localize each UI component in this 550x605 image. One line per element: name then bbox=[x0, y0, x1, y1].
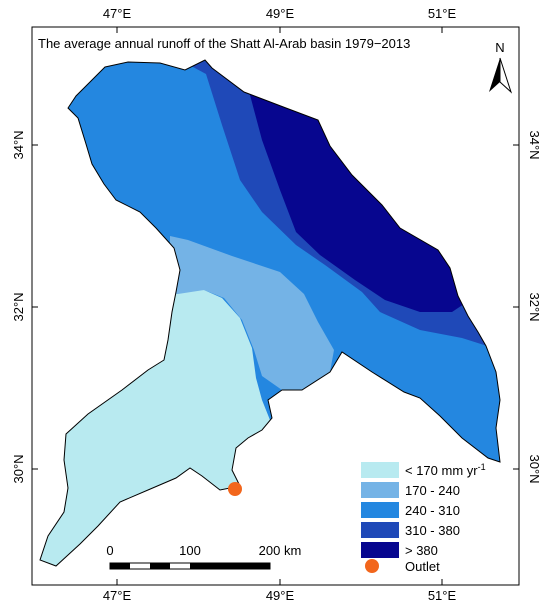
lon-label-bottom-2: 49°E bbox=[266, 588, 295, 603]
frame-ticks bbox=[32, 27, 519, 585]
legend-swatch-3 bbox=[361, 522, 399, 538]
basin-outline bbox=[39, 59, 501, 567]
lat-label-right-1: 34°N bbox=[527, 130, 542, 159]
north-label: N bbox=[495, 40, 504, 55]
lon-label-bottom-1: 47°E bbox=[103, 588, 132, 603]
map-title: The average annual runoff of the Shatt A… bbox=[38, 36, 410, 51]
lat-label-left-1: 34°N bbox=[11, 130, 26, 159]
legend-label-2: 240 - 310 bbox=[405, 503, 460, 518]
zone-170-240 bbox=[170, 236, 334, 390]
lat-label-left-3: 30°N bbox=[11, 454, 26, 483]
lon-label-top-3: 51°E bbox=[428, 6, 457, 21]
scale-label-0: 0 bbox=[106, 543, 113, 558]
legend-label-4: > 380 bbox=[405, 543, 438, 558]
lon-label-top-2: 49°E bbox=[266, 6, 295, 21]
legend-outlet-icon bbox=[365, 559, 379, 573]
legend-label-outlet: Outlet bbox=[405, 559, 440, 574]
legend-label-0-superscript: -1 bbox=[478, 462, 486, 472]
legend-swatch-4 bbox=[361, 542, 399, 558]
legend-label-1: 170 - 240 bbox=[405, 483, 460, 498]
legend: < 170 mm yr-1 170 - 240 240 - 310 310 - … bbox=[361, 462, 486, 574]
lat-label-right-2: 32°N bbox=[527, 292, 542, 321]
north-arrow-icon: N bbox=[489, 40, 513, 94]
legend-label-0: < 170 mm yr-1 bbox=[405, 462, 486, 478]
legend-swatch-0 bbox=[361, 462, 399, 478]
scale-label-100: 100 bbox=[179, 543, 201, 558]
legend-swatch-2 bbox=[361, 502, 399, 518]
lat-label-left-2: 32°N bbox=[11, 292, 26, 321]
scale-label-200: 200 km bbox=[259, 543, 302, 558]
outlet-marker bbox=[228, 482, 242, 496]
scale-bar: 0 100 200 km bbox=[106, 543, 302, 570]
lon-label-top-1: 47°E bbox=[103, 6, 132, 21]
lon-label-bottom-3: 51°E bbox=[428, 588, 457, 603]
legend-label-3: 310 - 380 bbox=[405, 523, 460, 538]
lat-label-right-3: 30°N bbox=[527, 454, 542, 483]
legend-swatch-1 bbox=[361, 482, 399, 498]
